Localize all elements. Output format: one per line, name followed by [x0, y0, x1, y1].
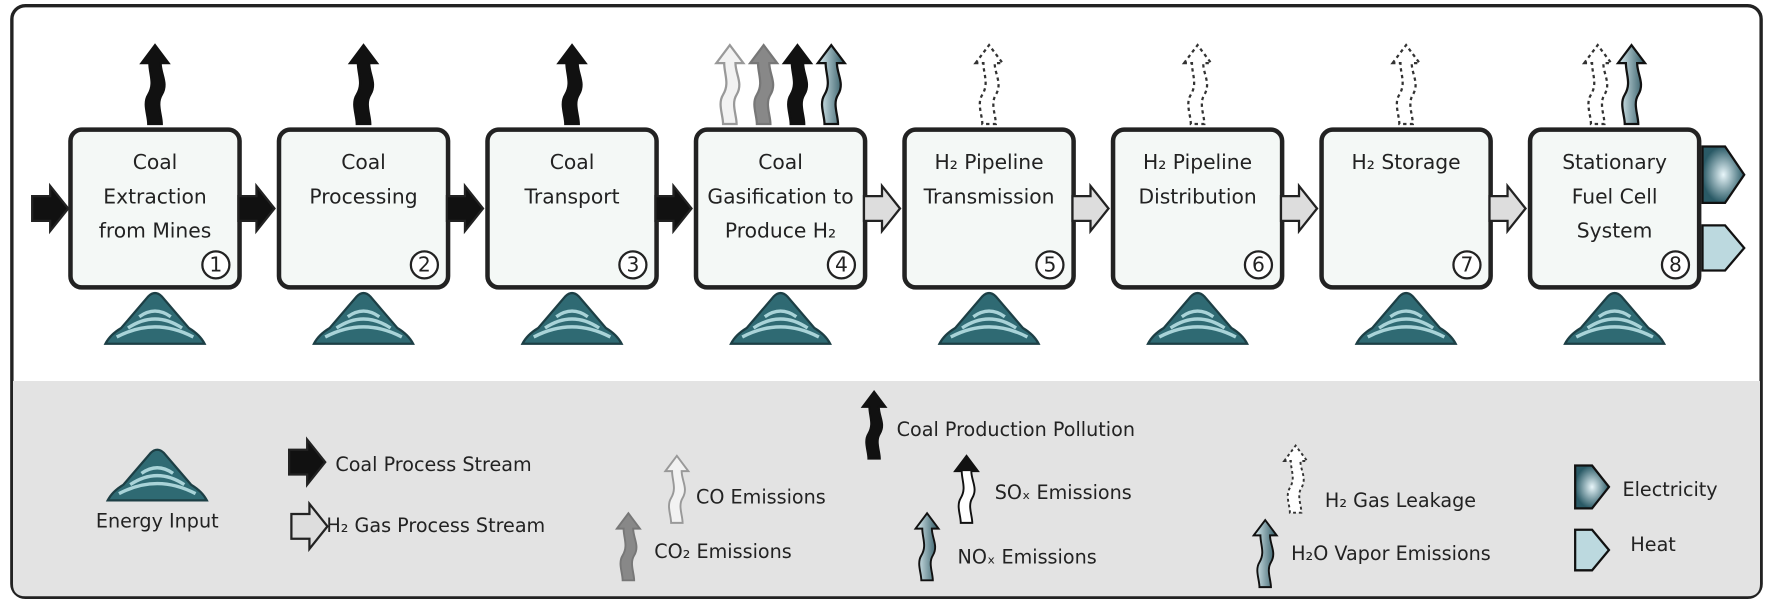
- heat-output: [1701, 224, 1746, 272]
- process-label: Transport: [523, 184, 619, 208]
- process-label: Gasification to: [707, 184, 853, 208]
- step-number: 4: [835, 252, 848, 276]
- process-label: from Mines: [99, 219, 212, 243]
- step-circle: [409, 250, 440, 280]
- legend-area: [12, 380, 1761, 597]
- step-circle: [1452, 250, 1482, 280]
- legend-label: CO Emissions: [696, 486, 826, 509]
- step-circle: [1660, 250, 1691, 280]
- legend-label: Electricity: [1622, 478, 1717, 501]
- legend-label: SOₓ Emissions: [995, 481, 1132, 504]
- legend-label: Coal Process Stream: [335, 453, 531, 476]
- step-number: 8: [1669, 252, 1682, 276]
- step-circle: [826, 250, 857, 280]
- legend-label: H₂O Vapor Emissions: [1291, 542, 1491, 565]
- arrow-head: [955, 455, 979, 472]
- legend-label: Energy Input: [96, 509, 219, 532]
- step-circle: [201, 250, 231, 280]
- legend-label: H₂ Gas Process Stream: [326, 514, 545, 537]
- step-circle: [618, 250, 648, 280]
- process-label: Coal: [341, 150, 386, 174]
- legend-icon: [1574, 464, 1611, 510]
- step-number: 6: [1252, 252, 1265, 276]
- step-number: 1: [209, 252, 222, 276]
- legend-label: CO₂ Emissions: [654, 540, 791, 563]
- process-label: Coal: [133, 150, 178, 174]
- legend-label: H₂ Gas Leakage: [1325, 489, 1476, 512]
- process-label: Extraction: [103, 184, 206, 208]
- electricity-output: [1701, 145, 1746, 205]
- process-label: Transmission: [923, 184, 1055, 208]
- step-number: 2: [418, 252, 431, 276]
- process-label: Distribution: [1138, 184, 1256, 208]
- step-number: 7: [1461, 252, 1474, 276]
- process-label: System: [1577, 219, 1653, 243]
- process-label: Coal: [550, 150, 595, 174]
- step-number: 5: [1043, 252, 1056, 276]
- process-label: Produce H₂: [725, 219, 836, 243]
- process-label: Stationary: [1562, 150, 1667, 174]
- step-circle: [1243, 250, 1274, 280]
- legend-label: Heat: [1630, 533, 1676, 556]
- process-label: H₂ Pipeline: [935, 150, 1044, 174]
- process-label: Coal: [758, 150, 803, 174]
- legend-icon: [1574, 528, 1611, 572]
- process-label: Fuel Cell: [1572, 184, 1658, 208]
- process-label: H₂ Storage: [1352, 150, 1461, 174]
- legend-label: Coal Production Pollution: [897, 418, 1135, 441]
- process-label: Processing: [309, 184, 417, 208]
- step-circle: [1035, 250, 1065, 280]
- process-box: [1527, 127, 1702, 290]
- step-number: 3: [626, 252, 639, 276]
- legend-label: NOₓ Emissions: [958, 545, 1097, 568]
- process-label: H₂ Pipeline: [1143, 150, 1252, 174]
